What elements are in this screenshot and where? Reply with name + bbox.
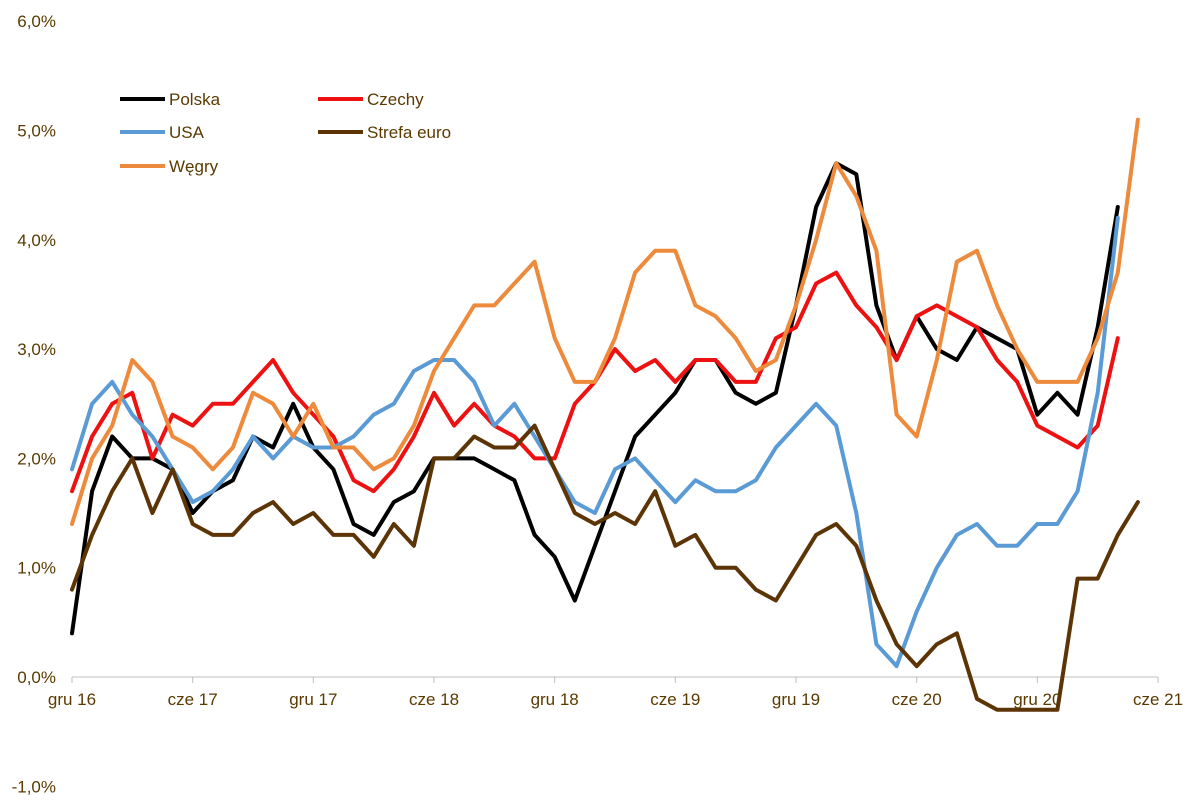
series-line-polska [70, 161, 1120, 636]
series-line-usa [70, 215, 1120, 669]
y-tick-label: 4,0% [17, 231, 56, 250]
series-line-węgry [70, 117, 1140, 526]
x-tick-label: gru 20 [1013, 690, 1061, 709]
x-tick-label: cze 20 [892, 690, 942, 709]
x-tick-label: cze 21 [1133, 690, 1183, 709]
legend-label: Czechy [367, 90, 424, 109]
x-tick-label: cze 17 [168, 690, 218, 709]
y-tick-label: 5,0% [17, 122, 56, 141]
x-tick-label: gru 19 [772, 690, 820, 709]
legend-label: Węgry [169, 157, 219, 176]
series-line-strefa-euro [70, 423, 1140, 712]
y-tick-label: 3,0% [17, 340, 56, 359]
legend: Polska Czechy USA Strefa euro Węgry [120, 90, 451, 176]
y-tick-label: 6,0% [17, 12, 56, 31]
x-tick-label: gru 18 [531, 690, 579, 709]
x-tick-label: cze 18 [409, 690, 459, 709]
x-tick-label: gru 17 [289, 690, 337, 709]
x-axis-ticks: gru 16 cze 17 gru 17 cze 18 gru 18 cze 19 gru … [48, 677, 1183, 709]
y-tick-label: 0,0% [17, 668, 56, 687]
series-lines [70, 117, 1140, 712]
y-axis-ticks: -1,0% 0,0% 1,0% 2,0% 3,0% 4,0% 5,0% 6,0% [12, 12, 56, 796]
x-tick-label: gru 16 [48, 690, 96, 709]
legend-label: Polska [169, 90, 221, 109]
y-tick-label: 2,0% [17, 449, 56, 468]
x-tick-label: cze 19 [650, 690, 700, 709]
legend-label: USA [169, 123, 205, 142]
legend-label: Strefa euro [367, 123, 451, 142]
y-tick-label: -1,0% [12, 777, 56, 796]
y-tick-label: 1,0% [17, 559, 56, 578]
